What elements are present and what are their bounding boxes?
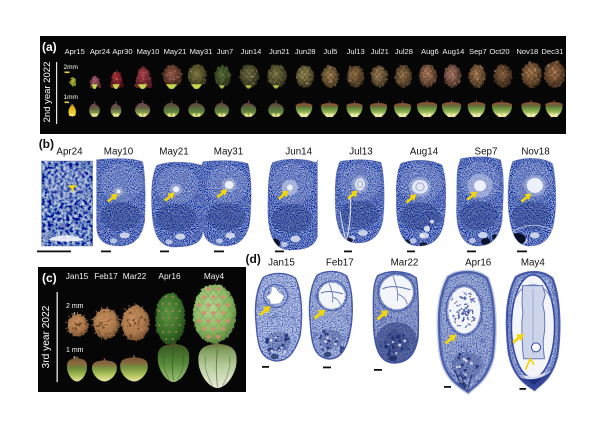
- svg-text:May10: May10: [104, 147, 134, 158]
- svg-text:May21: May21: [159, 147, 188, 158]
- svg-text:2mm: 2mm: [64, 64, 78, 71]
- svg-text:Apr16: Apr16: [465, 258, 492, 269]
- svg-text:1mm: 1mm: [64, 94, 78, 101]
- svg-text:May31: May31: [214, 147, 243, 158]
- svg-text:Oct20: Oct20: [489, 47, 509, 56]
- svg-text:(a): (a): [42, 40, 57, 54]
- svg-text:May21: May21: [164, 47, 187, 56]
- svg-text:Aug14: Aug14: [410, 147, 439, 158]
- svg-text:(b): (b): [39, 137, 54, 151]
- svg-text:Apr16: Apr16: [158, 271, 181, 281]
- svg-text:May4: May4: [521, 258, 546, 269]
- svg-text:Jul28: Jul28: [395, 47, 413, 56]
- svg-text:(c): (c): [42, 271, 57, 285]
- svg-text:2nd year 2022: 2nd year 2022: [42, 62, 53, 123]
- svg-text:Jun7: Jun7: [217, 47, 233, 56]
- svg-text:Dec31: Dec31: [541, 47, 563, 56]
- svg-text:Sep7: Sep7: [475, 147, 498, 158]
- svg-text:Aug14: Aug14: [442, 47, 464, 56]
- svg-text:May4: May4: [204, 271, 225, 281]
- svg-text:Apr24: Apr24: [90, 47, 110, 56]
- svg-text:Jan15: Jan15: [268, 258, 295, 269]
- svg-text:Jun28: Jun28: [295, 47, 316, 56]
- svg-text:Jul5: Jul5: [323, 47, 337, 56]
- svg-text:Jun21: Jun21: [269, 47, 290, 56]
- svg-text:2 mm: 2 mm: [66, 303, 84, 310]
- svg-text:(d): (d): [246, 252, 261, 266]
- svg-text:May10: May10: [137, 47, 160, 56]
- svg-text:Sep7: Sep7: [469, 47, 487, 56]
- svg-text:Apr15: Apr15: [65, 47, 85, 56]
- svg-text:Apr24: Apr24: [56, 147, 83, 158]
- svg-text:Jul13: Jul13: [349, 147, 373, 158]
- svg-text:Jan15: Jan15: [66, 271, 89, 281]
- svg-text:Nov18: Nov18: [521, 147, 550, 158]
- svg-text:May31: May31: [190, 47, 213, 56]
- svg-text:Jul13: Jul13: [347, 47, 365, 56]
- svg-text:Jul21: Jul21: [371, 47, 389, 56]
- svg-text:Feb17: Feb17: [326, 258, 354, 269]
- svg-text:Nov18: Nov18: [516, 47, 538, 56]
- svg-text:Mar22: Mar22: [123, 271, 147, 281]
- svg-text:Mar22: Mar22: [391, 258, 419, 269]
- svg-text:Apr30: Apr30: [112, 47, 132, 56]
- svg-text:Feb17: Feb17: [94, 271, 118, 281]
- svg-text:1 mm: 1 mm: [66, 347, 84, 354]
- svg-text:Jun14: Jun14: [241, 47, 262, 56]
- svg-text:3rd year 2022: 3rd year 2022: [41, 305, 52, 368]
- svg-text:Aug6: Aug6: [421, 47, 439, 56]
- svg-text:Jun14: Jun14: [285, 147, 312, 158]
